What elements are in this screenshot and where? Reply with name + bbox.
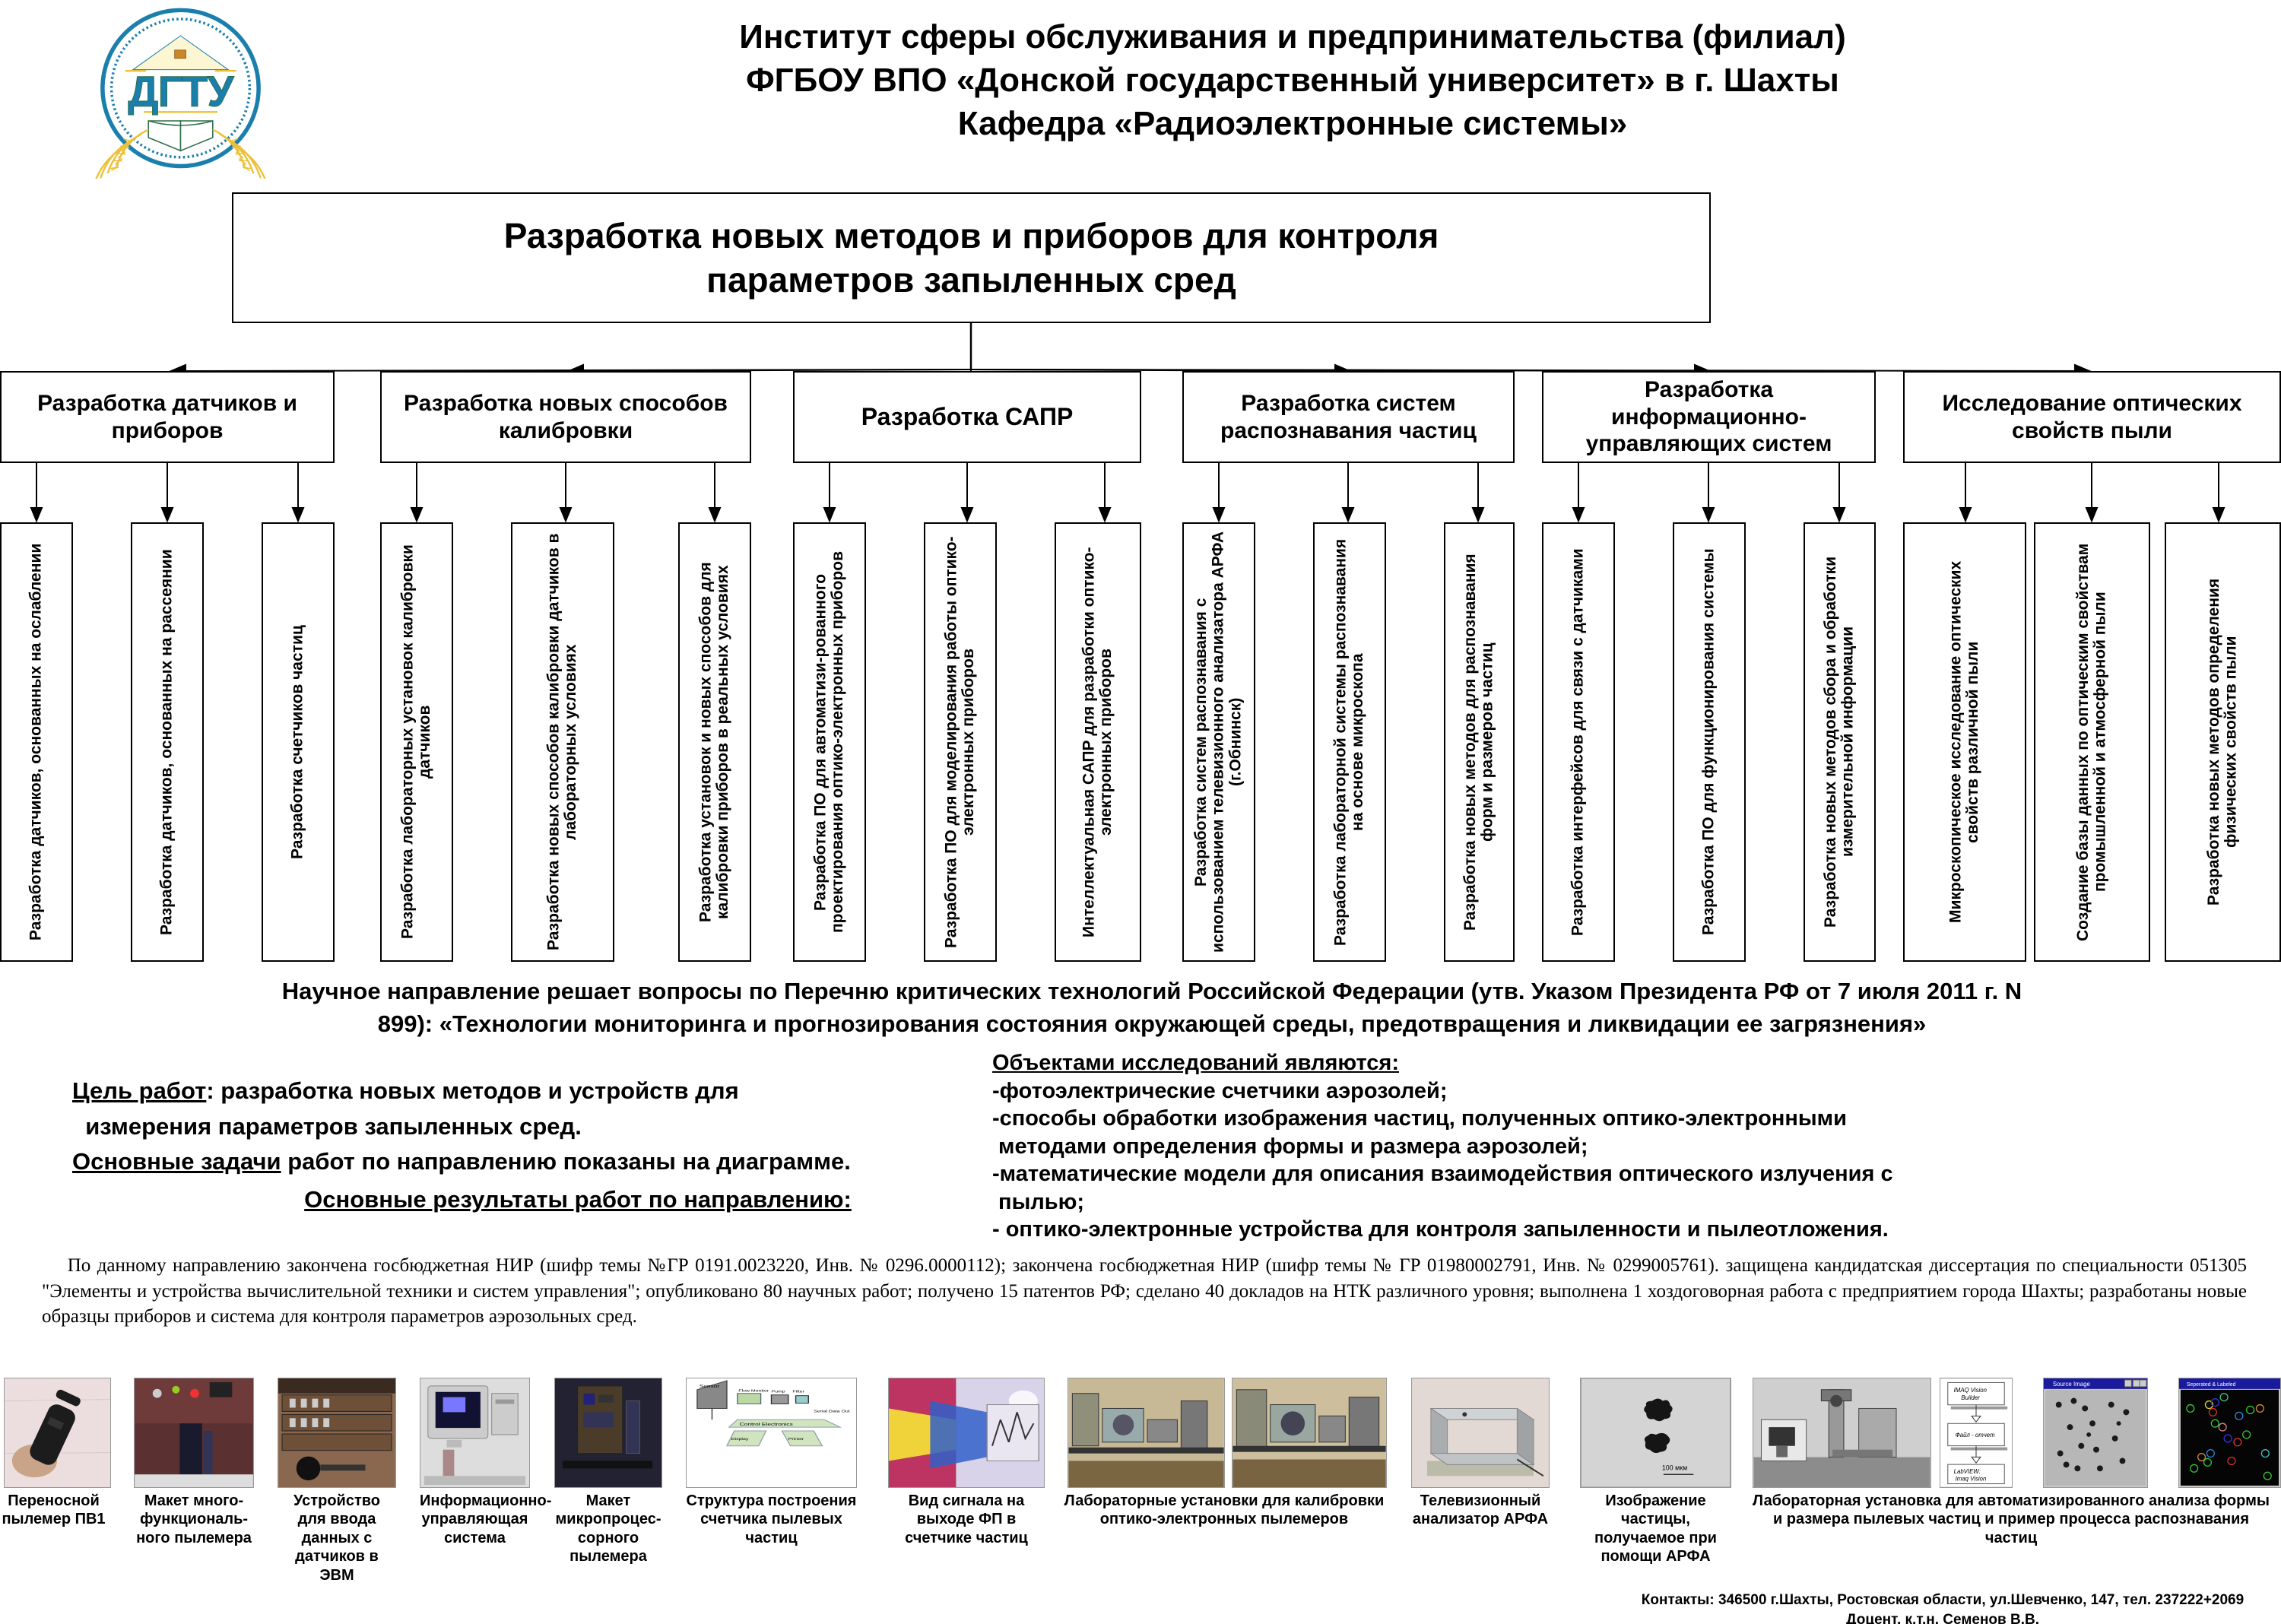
- svg-text:Imaq Vision: Imaq Vision: [1956, 1476, 1987, 1483]
- svg-text:Filter: Filter: [792, 1390, 804, 1394]
- svg-text:Source Image: Source Image: [2053, 1381, 2091, 1388]
- svg-text:Display: Display: [731, 1438, 749, 1442]
- svg-text:Seperated & Labeled: Seperated & Labeled: [2187, 1382, 2236, 1388]
- svg-text:Flow Monitor: Flow Monitor: [738, 1389, 769, 1393]
- svg-text:Printer: Printer: [788, 1438, 804, 1442]
- svg-text:Builder: Builder: [1961, 1394, 1980, 1401]
- svg-text:IMAQ Vision: IMAQ Vision: [1954, 1387, 1987, 1394]
- svg-text:Sensor: Sensor: [700, 1383, 720, 1388]
- svg-text:Файл - отчет: Файл - отчет: [1956, 1432, 1995, 1438]
- svg-text:Serial Data Out: Serial Data Out: [814, 1410, 850, 1413]
- svg-text:ДГТУ: ДГТУ: [128, 67, 234, 115]
- svg-text:Pump: Pump: [772, 1390, 786, 1394]
- svg-text:LabVIEW:: LabVIEW:: [1954, 1468, 1981, 1475]
- svg-text:Control Electronics: Control Electronics: [740, 1421, 794, 1426]
- svg-text:100 мкм: 100 мкм: [1662, 1464, 1687, 1471]
